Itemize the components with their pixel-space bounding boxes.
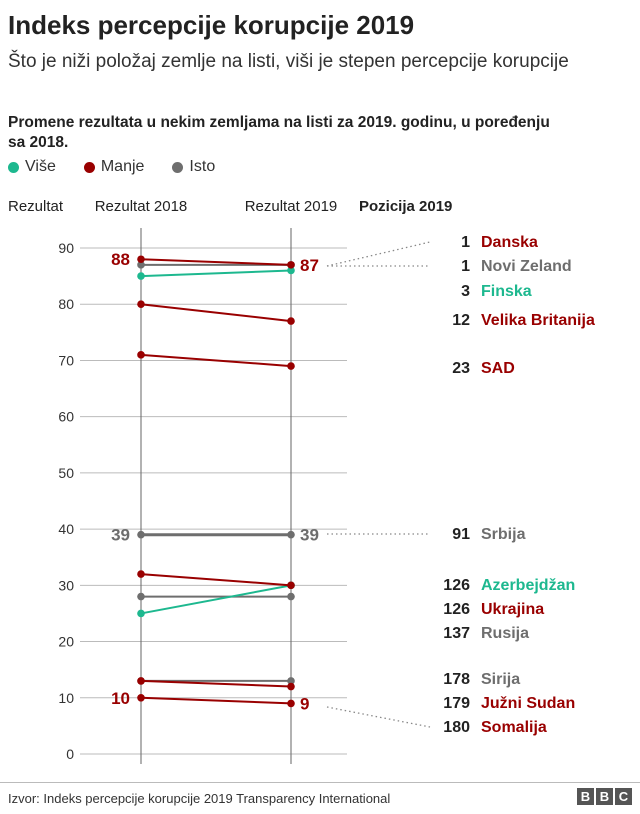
slope-line-Južni Sudan	[140, 679, 292, 688]
legend-dot-icon	[172, 161, 184, 173]
chart-subtitle: Što je niži položaj zemlje na listi, viš…	[8, 51, 569, 72]
legend-dot-icon	[83, 161, 95, 173]
point-2018-Rusija	[137, 592, 145, 601]
chart-title: Indeks percepcije korupcije 2019	[8, 10, 415, 40]
point-2019-Južni Sudan	[287, 682, 295, 691]
rank-Sirija: 178	[443, 671, 470, 688]
rank-Somalija: 180	[443, 719, 470, 736]
slope-line-Finska	[140, 269, 292, 278]
divider	[0, 782, 640, 783]
slope-line-Somalija	[140, 696, 292, 705]
y-tick-label: 0	[66, 746, 74, 762]
rank-Ukrajina: 126	[443, 601, 470, 618]
y-tick-label: 30	[58, 577, 74, 593]
y-tick-label: 60	[58, 409, 74, 425]
rank-Finska: 3	[461, 283, 470, 300]
source-text: Izvor: Indeks percepcije korupcije 2019 …	[8, 791, 391, 806]
point-2019-Ukrajina	[287, 581, 295, 590]
value-label-2018: 10	[111, 689, 130, 708]
rank-SAD: 23	[452, 360, 470, 377]
point-2018-Južni Sudan	[137, 677, 145, 685]
column-header-2018: Rezultat 2018	[95, 198, 188, 215]
country-label-Ukrajina: Ukrajina	[481, 601, 544, 618]
country-label-Azerbejdžan: Azerbejdžan	[481, 577, 575, 594]
country-label-Novi Zeland: Novi Zeland	[481, 258, 572, 275]
y-tick-label: 80	[58, 296, 74, 312]
rank-Srbija: 91	[452, 526, 470, 543]
value-label-2018: 39	[111, 526, 130, 545]
rank-Danska: 1	[461, 234, 470, 251]
y-tick-label: 40	[58, 521, 74, 537]
y-tick-label: 70	[58, 352, 74, 368]
legend: Više Manje Isto	[8, 158, 243, 176]
rank-Azerbejdžan: 126	[443, 577, 470, 594]
logo-letter: B	[596, 788, 613, 805]
country-label-Južni Sudan: Južni Sudan	[481, 695, 575, 712]
point-2019-Finska	[287, 266, 295, 275]
point-2018-Somalija	[137, 693, 145, 702]
y-tick-label: 20	[58, 634, 74, 650]
country-label-Srbija: Srbija	[481, 526, 526, 543]
point-2018-Srbija	[137, 530, 145, 539]
point-2018-SAD	[137, 351, 145, 359]
rank-Južni Sudan: 179	[443, 695, 470, 712]
y-tick-label: 10	[58, 690, 74, 706]
value-label-2019: 39	[300, 526, 319, 545]
point-2018-Finska	[137, 272, 145, 280]
point-2019-Rusija	[287, 592, 295, 601]
value-label-2018: 88	[111, 250, 130, 269]
legend-label: Više	[25, 158, 56, 175]
legend-label: Isto	[189, 158, 216, 175]
point-2018-Ukrajina	[137, 570, 145, 578]
country-label-Sirija: Sirija	[481, 671, 520, 688]
y-tick-label: 50	[58, 465, 74, 481]
point-2019-Somalija	[287, 699, 295, 708]
legend-item-vise: Više	[8, 158, 56, 176]
country-label-Danska: Danska	[481, 234, 538, 251]
logo-letter: C	[615, 788, 632, 805]
y-axis-label: Rezultat	[8, 198, 64, 215]
slope-line-Ukrajina	[140, 573, 292, 587]
point-2018-Danska	[137, 255, 145, 264]
legend-label: Manje	[100, 158, 145, 175]
slope-line-SAD	[140, 353, 292, 368]
slope-line-Velika Britanija	[140, 303, 292, 323]
point-2019-Danska	[287, 261, 295, 269]
slope-chart: Rezultat Rezultat 2018 Rezultat 2019 Pozici…	[8, 198, 595, 764]
slope-line-Azerbejdžan	[140, 584, 292, 615]
point-2018-Velika Britanija	[137, 300, 145, 309]
country-label-Somalija: Somalija	[481, 719, 547, 736]
legend-item-manje: Manje	[83, 158, 145, 176]
rank-Rusija: 137	[443, 625, 470, 642]
country-label-Finska: Finska	[481, 283, 532, 300]
rank-Novi Zeland: 1	[461, 258, 470, 275]
point-2019-Sirija	[287, 677, 295, 685]
country-label-SAD: SAD	[481, 360, 515, 377]
rank-Velika Britanija: 12	[452, 312, 470, 329]
point-2019-Srbija	[287, 530, 295, 539]
slope-line-Danska	[140, 258, 292, 266]
value-label-2019: 87	[300, 256, 319, 275]
value-label-2019: 9	[300, 694, 309, 713]
legend-dot-icon	[8, 161, 19, 173]
column-header-2019: Rezultat 2019	[245, 198, 338, 215]
y-tick-label: 90	[58, 240, 74, 256]
legend-item-isto: Isto	[172, 158, 215, 176]
point-2018-Azerbejdžan	[137, 609, 145, 618]
country-label-Rusija: Rusija	[481, 625, 529, 642]
connector-line	[326, 706, 431, 728]
point-2019-SAD	[287, 362, 295, 370]
connector-line	[326, 241, 431, 267]
chart-note: Promene rezultata u nekim zemljama na li…	[8, 114, 550, 151]
point-2018-Novi Zeland	[137, 261, 145, 269]
logo-letter: B	[577, 788, 594, 805]
point-2019-Velika Britanija	[287, 317, 295, 325]
column-header-position: Pozicija 2019	[359, 198, 452, 215]
country-label-Velika Britanija: Velika Britanija	[481, 312, 595, 329]
